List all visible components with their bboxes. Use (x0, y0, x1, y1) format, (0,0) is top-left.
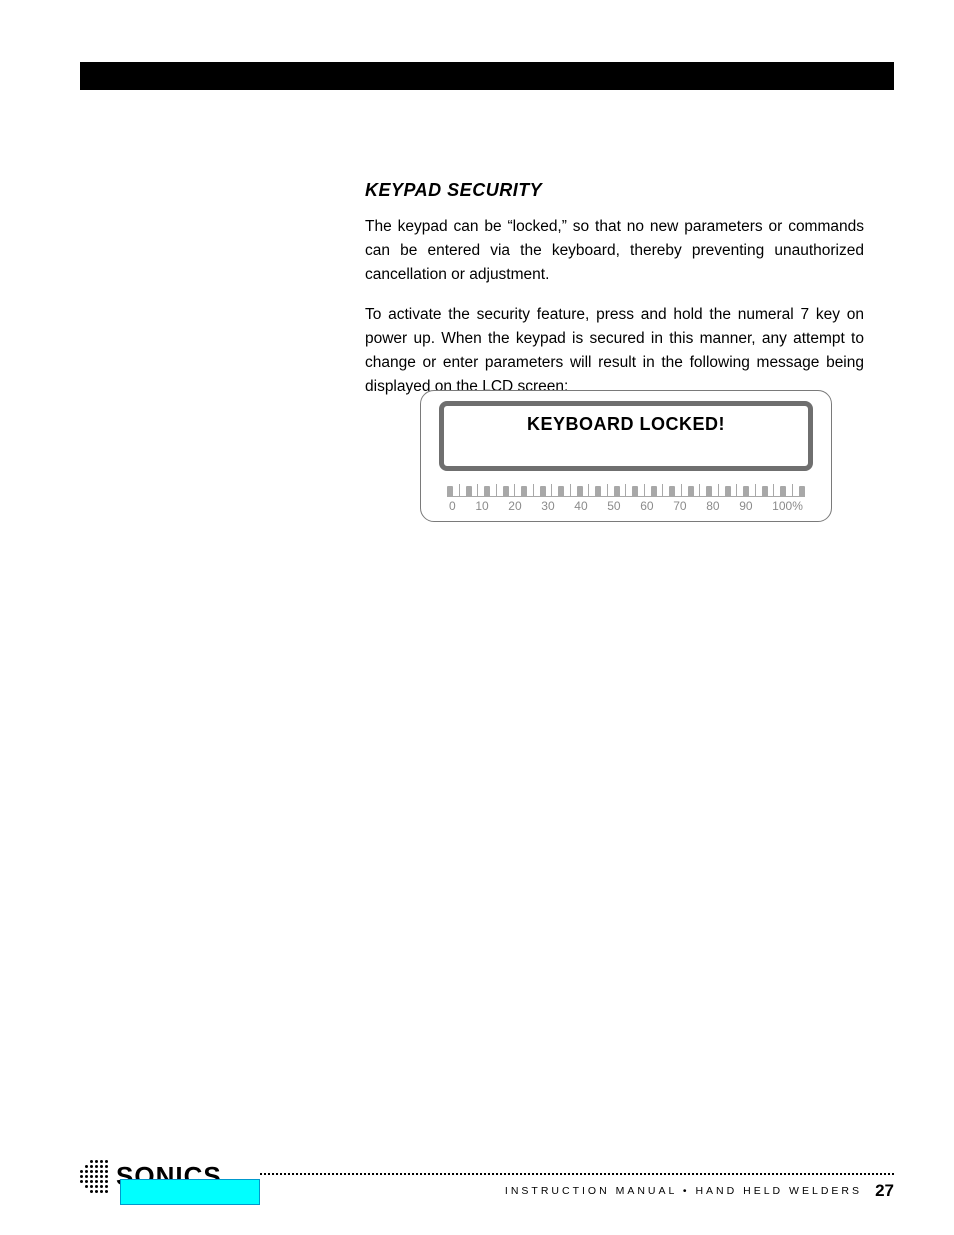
scale-tick (743, 486, 749, 497)
scale-tick (614, 486, 620, 497)
scale-divider (625, 484, 626, 497)
logo-dots-icon (80, 1160, 108, 1193)
scale-tick (595, 486, 601, 497)
scale-divider (514, 484, 515, 497)
scale-tick (688, 486, 694, 497)
scale-divider (459, 484, 460, 497)
scale-divider (477, 484, 478, 497)
scale-label: 40 (574, 499, 587, 513)
scale-divider (699, 484, 700, 497)
scale-label: 50 (607, 499, 620, 513)
scale-label: 60 (640, 499, 653, 513)
scale-ticks (447, 484, 805, 497)
scale-label: 20 (508, 499, 521, 513)
content-area: KEYPAD SECURITY The keypad can be “locke… (365, 180, 864, 415)
scale-label: 10 (475, 499, 488, 513)
scale-label: 90 (739, 499, 752, 513)
scale-tick (503, 486, 509, 497)
scale-tick (484, 486, 490, 497)
scale-tick (466, 486, 472, 497)
scale-label: 100% (772, 499, 803, 513)
scale-divider (644, 484, 645, 497)
scale-divider (533, 484, 534, 497)
paragraph-1: The keypad can be “locked,” so that no n… (365, 215, 864, 287)
footer-text: INSTRUCTION MANUAL • HAND HELD WELDERS (505, 1185, 862, 1197)
scale-label: 0 (449, 499, 456, 513)
scale-divider (607, 484, 608, 497)
scale-label: 30 (541, 499, 554, 513)
scale-divider (551, 484, 552, 497)
page-number: 27 (875, 1181, 894, 1201)
lcd-message: KEYBOARD LOCKED! (527, 414, 725, 435)
lcd-scale: 0 10 20 30 40 50 60 70 80 90 100% (447, 484, 805, 513)
paragraph-2: To activate the security feature, press … (365, 303, 864, 399)
scale-divider (588, 484, 589, 497)
scale-divider (773, 484, 774, 497)
scale-tick (669, 486, 675, 497)
section-title: KEYPAD SECURITY (365, 180, 864, 201)
lcd-panel: KEYBOARD LOCKED! 0 10 20 30 40 50 60 70 80 90 100% (420, 390, 832, 522)
scale-label: 70 (673, 499, 686, 513)
scale-labels: 0 10 20 30 40 50 60 70 80 90 100% (447, 499, 805, 513)
scale-tick (706, 486, 712, 497)
cyan-annotation-box (120, 1179, 260, 1205)
scale-divider (681, 484, 682, 497)
scale-divider (755, 484, 756, 497)
scale-divider (718, 484, 719, 497)
scale-tick (521, 486, 527, 497)
scale-tick (762, 486, 768, 497)
scale-tick (632, 486, 638, 497)
scale-label: 80 (706, 499, 719, 513)
scale-divider (736, 484, 737, 497)
scale-tick (799, 486, 805, 497)
scale-tick (780, 486, 786, 497)
scale-tick (540, 486, 546, 497)
scale-divider (570, 484, 571, 497)
scale-divider (662, 484, 663, 497)
scale-tick (651, 486, 657, 497)
scale-tick (577, 486, 583, 497)
scale-tick (447, 486, 453, 497)
footer-rule (260, 1173, 894, 1175)
lcd-screen: KEYBOARD LOCKED! (439, 401, 813, 471)
header-bar (80, 62, 894, 90)
scale-divider (792, 484, 793, 497)
scale-divider (496, 484, 497, 497)
footer: SONICS INSTRUCTION MANUAL • HAND HELD WE… (80, 1155, 894, 1205)
scale-tick (725, 486, 731, 497)
scale-tick (558, 486, 564, 497)
